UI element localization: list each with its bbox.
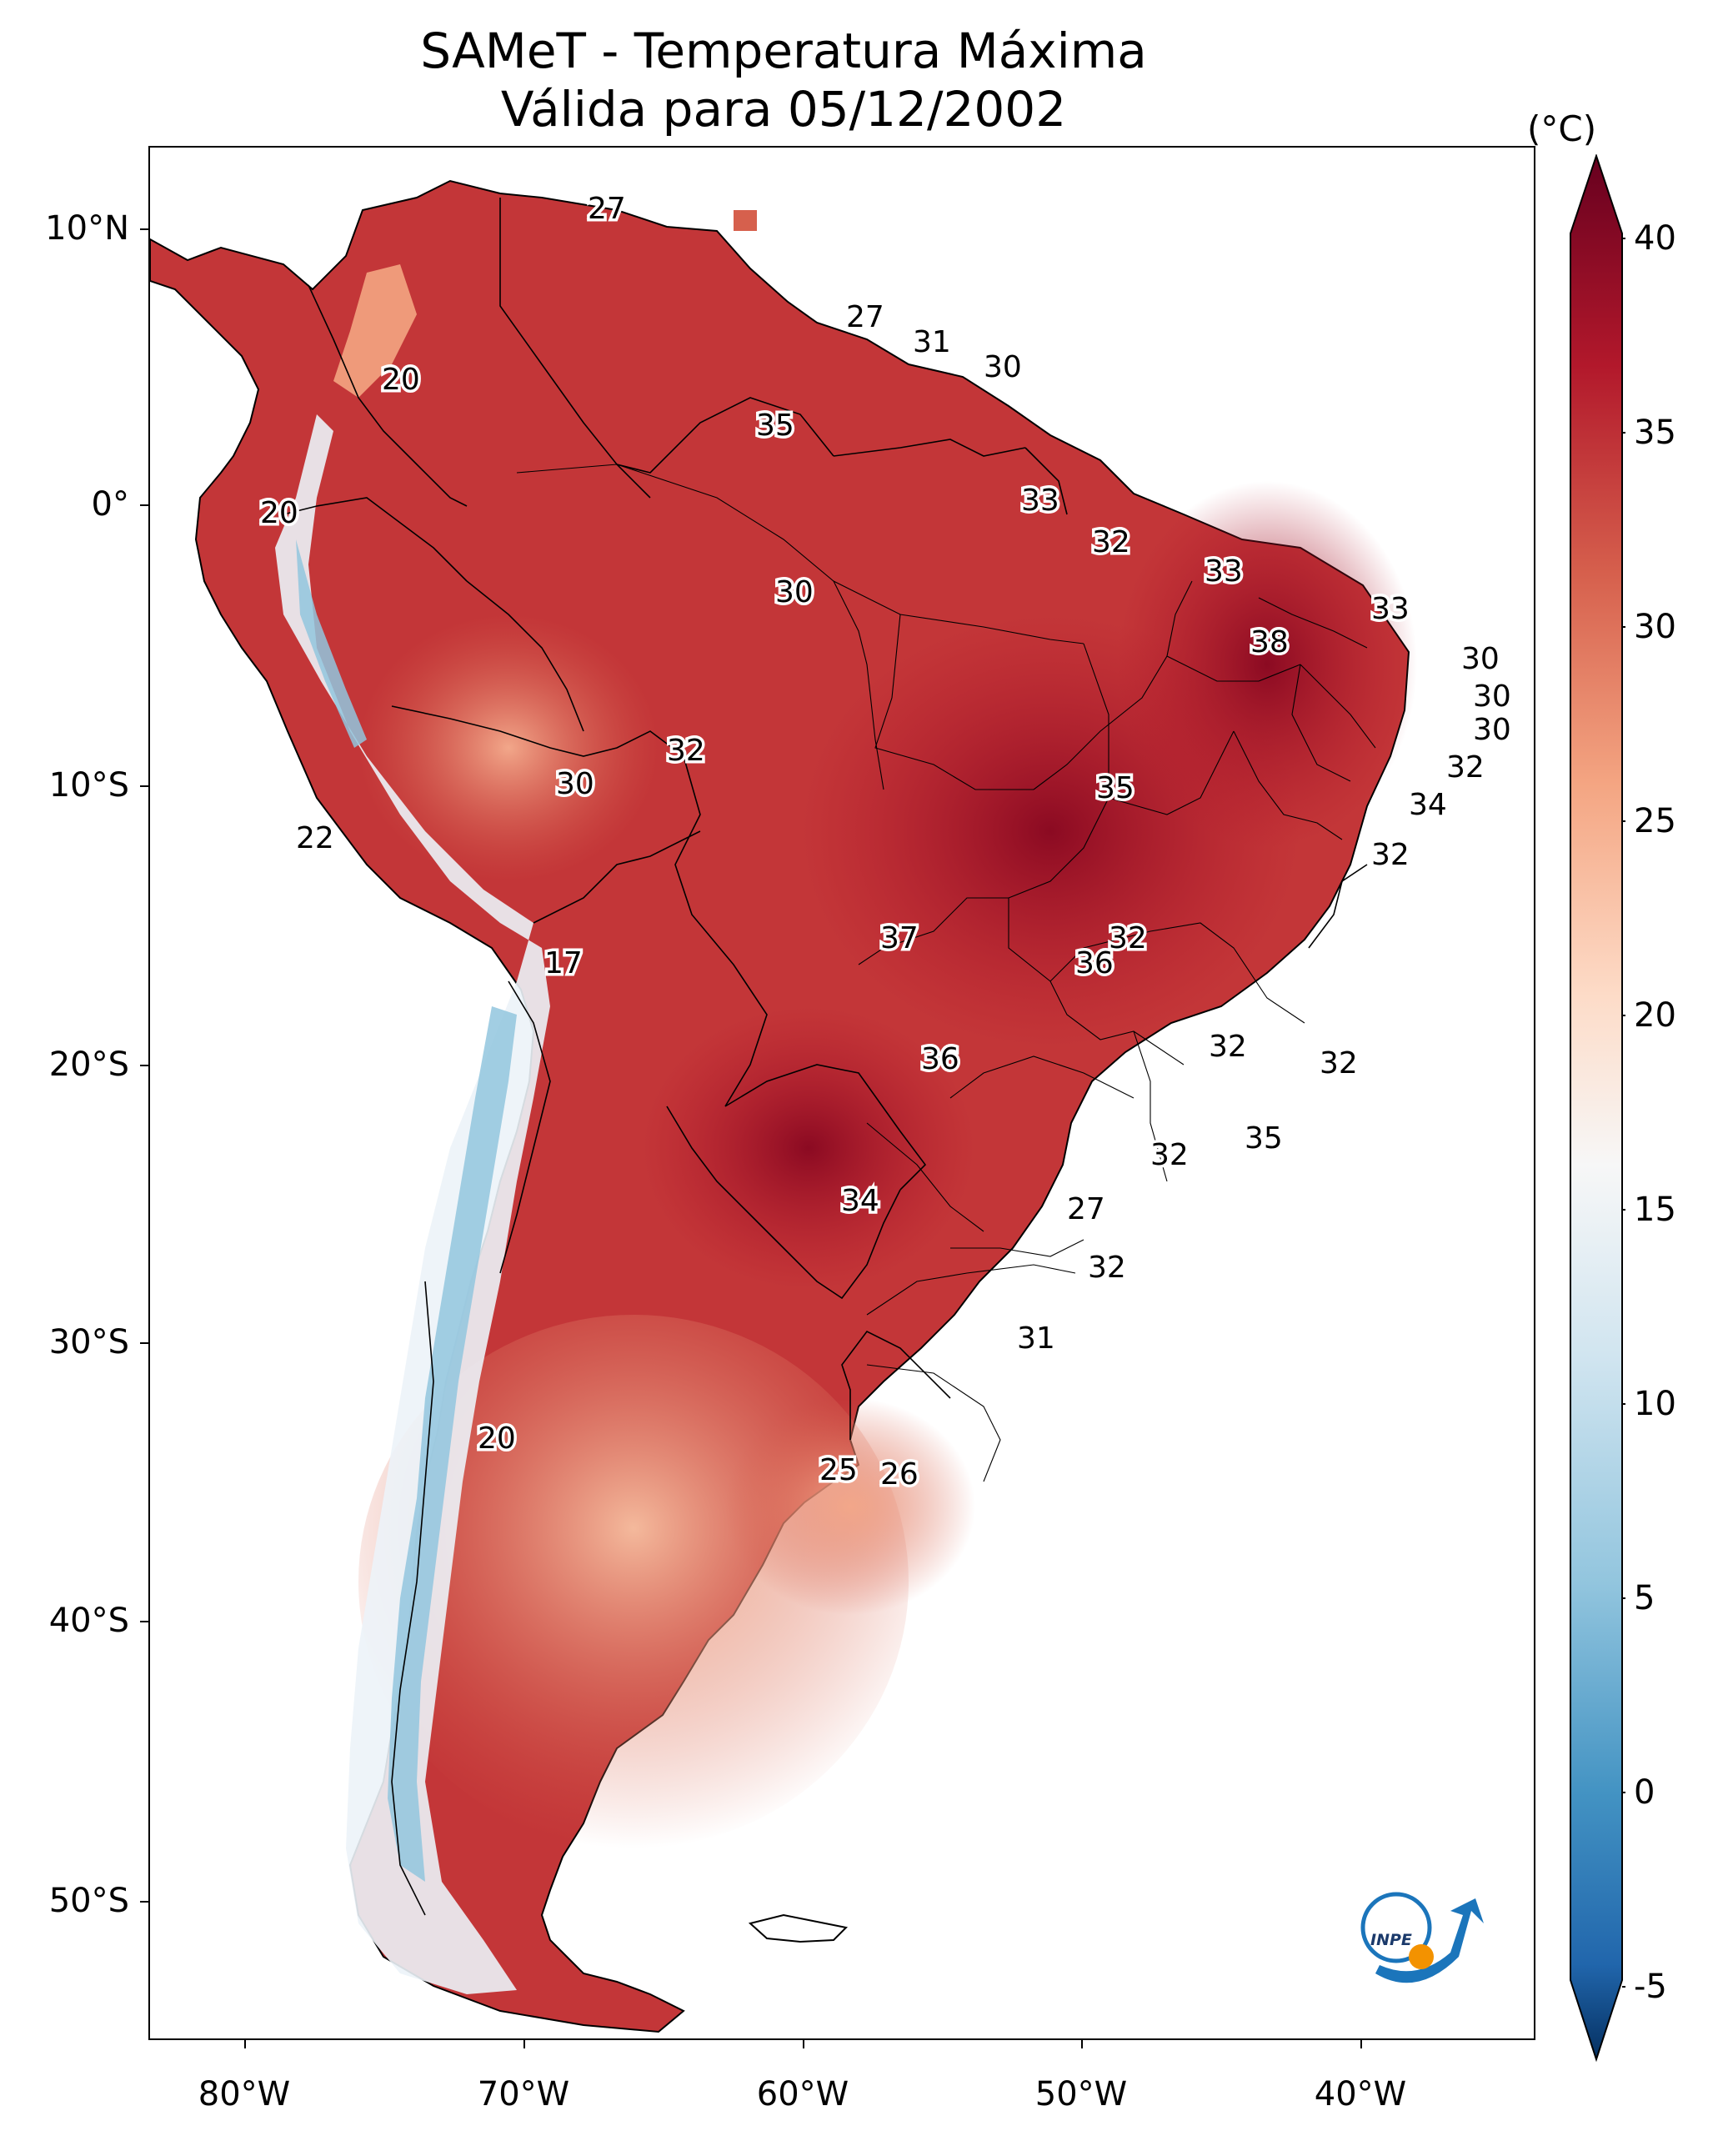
lat-label: 0° [91, 485, 129, 524]
cooler-uruguay [725, 1398, 975, 1615]
contour-label: 34 [841, 1184, 879, 1218]
contour-label: 30 [1473, 679, 1511, 714]
colorbar-tick-label: 0 [1634, 1773, 1655, 1812]
colorbar-tick-label: 10 [1634, 1385, 1676, 1423]
colorbar-gradient [1570, 154, 1623, 2063]
contour-label: 30 [1473, 713, 1511, 747]
lon-label: 40°W [1314, 2075, 1407, 2113]
contour-label: 27 [846, 300, 884, 334]
lat-label: 40°S [48, 1602, 129, 1640]
cooler-amazon-west [358, 614, 659, 881]
colombia-andes-cold [333, 264, 417, 398]
colorbar-tick-label: 40 [1634, 219, 1676, 258]
contour-label: 35 [1096, 771, 1134, 805]
colorbar-tick-label: 35 [1634, 414, 1676, 452]
lat-label: 20°S [48, 1045, 129, 1084]
lat-tick [140, 1901, 148, 1903]
contour-label: 31 [1017, 1321, 1055, 1356]
contour-label: 36 [1075, 946, 1114, 980]
map-title: SAMeT - Temperatura Máxima [420, 23, 1147, 79]
lat-tick [140, 1621, 148, 1622]
contour-label: 32 [667, 734, 705, 768]
logo-ring-icon [1360, 1892, 1432, 1963]
lat-tick [140, 1342, 148, 1344]
lat-tick [140, 504, 148, 506]
colorbar-ticks [1622, 238, 1625, 1988]
heat-core-chaco [642, 1006, 975, 1290]
heat-core-northeast [1117, 481, 1417, 848]
contour-label: 38 [1250, 625, 1289, 659]
lat-label: 50°S [48, 1882, 129, 1920]
lat-label: 10°S [48, 766, 129, 805]
country-borders [283, 198, 1368, 1916]
colorbar-unit: (°C) [1527, 108, 1597, 149]
contour-label: 35 [756, 409, 794, 443]
contour-label: 33 [1205, 554, 1243, 589]
contour-labels: 27 20 27 31 30 35 20 33 32 30 33 33 38 3… [258, 189, 1515, 1495]
lat-tick [140, 785, 148, 787]
lon-tick [523, 2040, 525, 2048]
andes-cold-core [296, 539, 517, 1882]
colorbar-tick-label: -5 [1634, 1968, 1667, 2006]
lat-tick [140, 1065, 148, 1066]
contour-label: 32 [1092, 525, 1130, 559]
lon-tick [1360, 2040, 1362, 2048]
contour-label: 27 [1067, 1192, 1105, 1226]
contour-label: 22 [296, 821, 334, 855]
colorbar-tick-label: 5 [1634, 1579, 1655, 1617]
lon-label: 80°W [198, 2075, 291, 2113]
contour-label: 32 [1150, 1138, 1189, 1172]
contour-label: 27 [588, 192, 626, 226]
contour-label: 25 [819, 1453, 858, 1487]
contour-label: 30 [984, 350, 1022, 384]
colorbar [1570, 154, 1625, 2063]
lat-label: 30°S [48, 1323, 129, 1361]
contour-label: 34 [1409, 788, 1447, 822]
contour-label: 30 [775, 575, 814, 609]
contour-label: 31 [913, 325, 951, 359]
lon-label: 70°W [477, 2075, 570, 2113]
contour-label: 32 [1371, 838, 1410, 872]
contour-label: 30 [1461, 642, 1500, 676]
colorbar-tick-label: 25 [1634, 802, 1676, 840]
lon-tick [1081, 2040, 1083, 2048]
colorbar-tick-label: 20 [1634, 996, 1676, 1035]
contour-label: 37 [880, 921, 919, 955]
contour-label: 36 [921, 1042, 959, 1076]
contour-label: 33 [1371, 592, 1410, 626]
contour-label: 30 [556, 767, 594, 801]
contour-label: 35 [1245, 1121, 1283, 1156]
lon-label: 50°W [1034, 2075, 1128, 2113]
contour-label: 32 [1109, 921, 1147, 955]
contour-label: 26 [880, 1457, 919, 1492]
state-borders [516, 464, 1376, 1482]
lon-label: 60°W [756, 2075, 849, 2113]
inpe-logo: INPE [1360, 1892, 1484, 1983]
lon-tick [244, 2040, 246, 2048]
colorbar-tick-label: 15 [1634, 1191, 1676, 1229]
logo-arrow-icon [1375, 1898, 1484, 1983]
contour-label: 20 [260, 496, 298, 530]
contour-label: 32 [1320, 1046, 1358, 1081]
contour-label: 32 [1209, 1030, 1247, 1064]
temperature-map: 27 20 27 31 30 35 20 33 32 30 33 33 38 3… [150, 179, 1515, 2033]
lat-label: 10°N [45, 209, 129, 248]
contour-label: 33 [1021, 484, 1059, 518]
island-patch [734, 210, 757, 231]
contour-label: 32 [1446, 750, 1485, 785]
lat-tick [140, 228, 148, 230]
contour-label: 20 [382, 363, 420, 397]
lon-tick [803, 2040, 804, 2048]
contour-label: 32 [1088, 1251, 1126, 1285]
map-panel: 27 20 27 31 30 35 20 33 32 30 33 33 38 3… [148, 146, 1535, 2040]
map-subtitle: Válida para 05/12/2002 [500, 81, 1067, 138]
colorbar-tick-label: 30 [1634, 608, 1676, 646]
contour-label: 20 [478, 1421, 516, 1456]
logo-sun-icon [1409, 1944, 1434, 1969]
falkland-islands [748, 1913, 849, 1943]
logo-text: INPE [1370, 1931, 1412, 1949]
contour-label: 17 [544, 946, 583, 980]
